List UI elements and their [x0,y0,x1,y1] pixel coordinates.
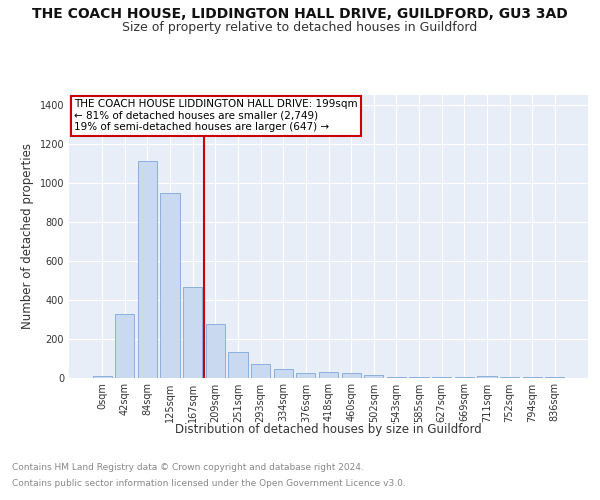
Bar [432,377,451,378]
Bar [206,324,225,378]
Bar [183,287,202,378]
Bar [477,376,497,378]
Text: THE COACH HOUSE, LIDDINGTON HALL DRIVE, GUILDFORD, GU3 3AD: THE COACH HOUSE, LIDDINGTON HALL DRIVE, … [32,8,568,22]
Text: Contains HM Land Registry data © Crown copyright and database right 2024.: Contains HM Land Registry data © Crown c… [12,464,364,472]
Bar [409,377,428,378]
Text: Distribution of detached houses by size in Guildford: Distribution of detached houses by size … [175,422,482,436]
Bar [319,372,338,378]
Y-axis label: Number of detached properties: Number of detached properties [21,143,34,329]
Text: Size of property relative to detached houses in Guildford: Size of property relative to detached ho… [122,21,478,34]
Text: Contains public sector information licensed under the Open Government Licence v3: Contains public sector information licen… [12,478,406,488]
Bar [160,194,180,378]
Text: THE COACH HOUSE LIDDINGTON HALL DRIVE: 199sqm
← 81% of detached houses are small: THE COACH HOUSE LIDDINGTON HALL DRIVE: 1… [74,99,358,132]
Bar [251,364,270,378]
Bar [115,314,134,378]
Bar [341,373,361,378]
Bar [296,372,316,378]
Bar [387,377,406,378]
Bar [274,368,293,378]
Bar [364,374,383,378]
Bar [92,376,112,378]
Bar [138,161,157,378]
Bar [229,352,248,378]
